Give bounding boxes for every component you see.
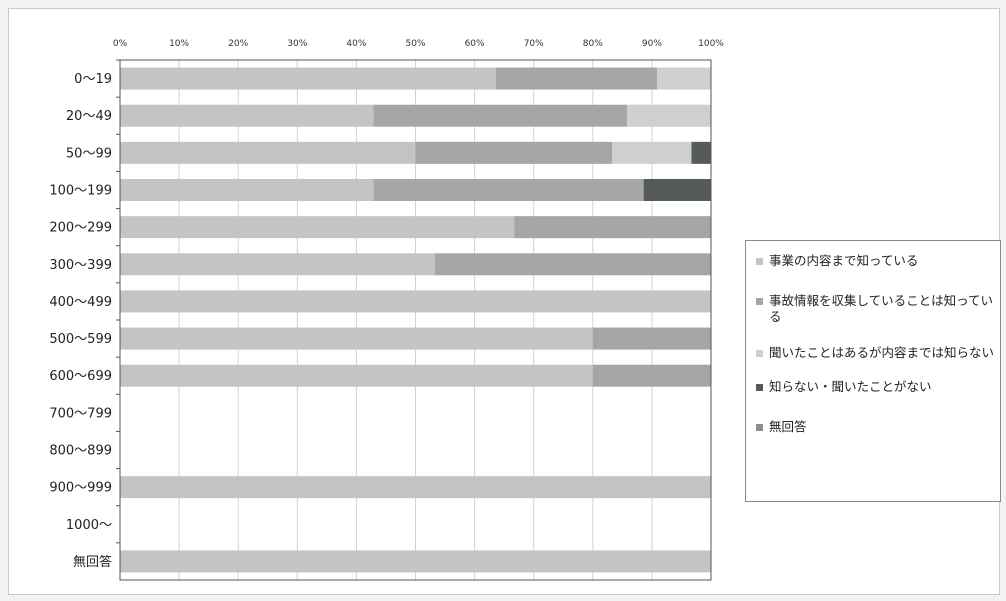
bar-segment bbox=[374, 179, 644, 201]
category-label: 600～699 bbox=[49, 369, 112, 384]
x-tick-label: 10% bbox=[169, 39, 189, 49]
category-label: 200～299 bbox=[49, 221, 112, 236]
bar-segment bbox=[374, 105, 628, 127]
category-label: 800～899 bbox=[49, 444, 112, 459]
category-label: 300～399 bbox=[49, 258, 112, 273]
category-label: 100～199 bbox=[49, 184, 112, 199]
bar-segment bbox=[120, 179, 374, 201]
legend-swatch bbox=[756, 384, 763, 391]
bar-segment bbox=[120, 328, 593, 350]
x-tick-label: 50% bbox=[405, 39, 425, 49]
x-tick-label: 80% bbox=[583, 39, 603, 49]
bar-segment bbox=[496, 68, 657, 90]
bar-segment bbox=[120, 476, 711, 498]
bar-segment bbox=[657, 68, 711, 90]
bar-segment bbox=[627, 105, 711, 127]
x-tick-label: 40% bbox=[346, 39, 366, 49]
bar-segment bbox=[120, 142, 416, 164]
bar-segment bbox=[514, 216, 711, 238]
bar-segment bbox=[120, 105, 374, 127]
chart-legend: 事業の内容まで知っている事故情報を収集していることは知っている聞いたことはあるが… bbox=[745, 240, 1001, 502]
legend-label: 事故情報を収集していることは知っている bbox=[769, 293, 996, 325]
legend-label: 聞いたことはあるが内容までは知らない bbox=[769, 345, 994, 361]
legend-item: 聞いたことはあるが内容までは知らない bbox=[756, 345, 996, 361]
x-tick-label: 60% bbox=[465, 39, 485, 49]
bar-segment bbox=[120, 253, 435, 275]
bar-segment bbox=[593, 365, 711, 387]
x-tick-label: 30% bbox=[287, 39, 307, 49]
category-label: 500～599 bbox=[49, 332, 112, 347]
legend-item: 知らない・聞いたことがない bbox=[756, 379, 996, 395]
bar-segment bbox=[593, 328, 711, 350]
legend-swatch bbox=[756, 350, 763, 357]
category-label: 0～19 bbox=[74, 72, 112, 87]
category-label: 700～799 bbox=[49, 406, 112, 421]
bar-segment bbox=[120, 216, 514, 238]
legend-label: 無回答 bbox=[769, 419, 807, 435]
category-label: 900～999 bbox=[49, 481, 112, 496]
bar-segment bbox=[120, 365, 593, 387]
category-label: 400～499 bbox=[49, 295, 112, 310]
legend-label: 知らない・聞いたことがない bbox=[769, 379, 932, 395]
bar-segment bbox=[416, 142, 613, 164]
legend-item: 事業の内容まで知っている bbox=[756, 253, 996, 269]
legend-item: 無回答 bbox=[756, 419, 996, 435]
category-label: 20～49 bbox=[66, 109, 112, 124]
x-tick-label: 100% bbox=[698, 39, 724, 49]
x-tick-label: 0% bbox=[113, 39, 128, 49]
category-label: 無回答 bbox=[73, 554, 112, 570]
x-tick-label: 70% bbox=[524, 39, 544, 49]
bar-segment bbox=[644, 179, 711, 201]
legend-swatch bbox=[756, 258, 763, 265]
bar-segment bbox=[120, 68, 496, 90]
legend-swatch bbox=[756, 424, 763, 431]
legend-swatch bbox=[756, 298, 763, 305]
bar-segment bbox=[612, 142, 691, 164]
legend-label: 事業の内容まで知っている bbox=[769, 253, 918, 269]
bar-segment bbox=[691, 142, 711, 164]
x-tick-label: 20% bbox=[228, 39, 248, 49]
category-label: 1000～ bbox=[66, 518, 112, 533]
x-tick-label: 90% bbox=[642, 39, 662, 49]
bar-segment bbox=[435, 253, 711, 275]
legend-item: 事故情報を収集していることは知っている bbox=[756, 293, 996, 325]
category-label: 50～99 bbox=[66, 146, 112, 161]
bar-segment bbox=[120, 550, 711, 572]
bar-segment bbox=[120, 290, 711, 312]
